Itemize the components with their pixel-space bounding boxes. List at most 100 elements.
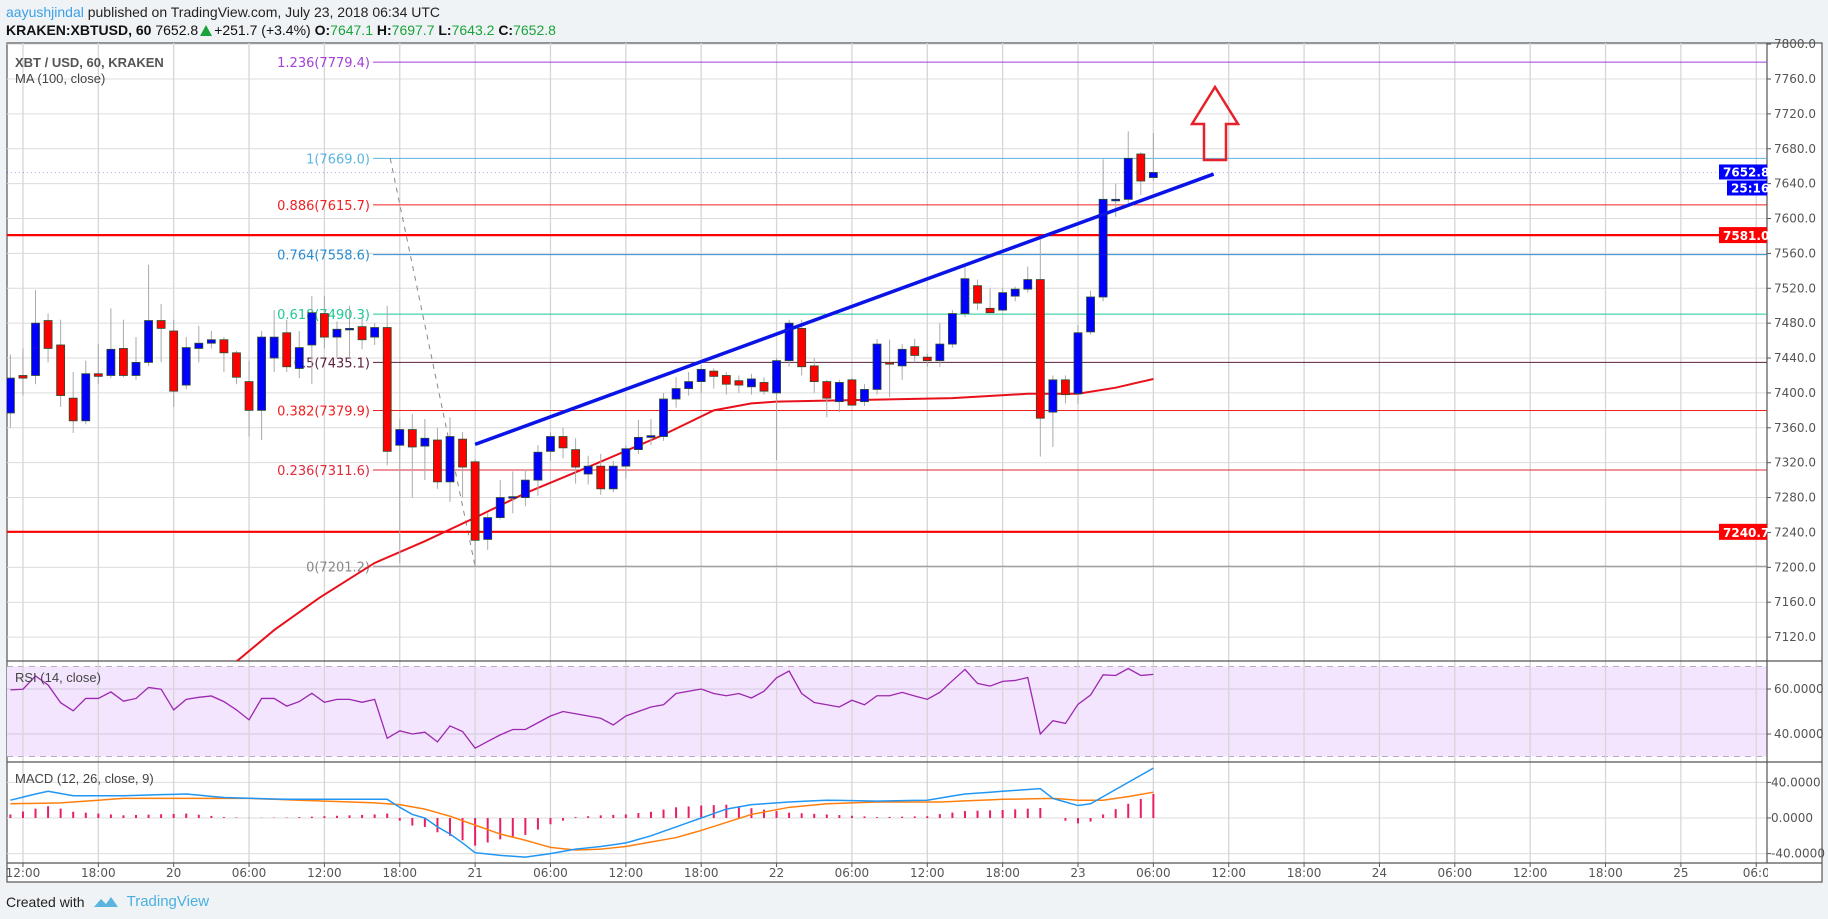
time-axis-label: 18:00 [382,866,417,880]
price-axis-label: 7800.0 [1774,37,1816,51]
fib-level-label: 0.764(7558.6) [277,249,370,264]
candle-down [18,375,28,379]
candle-up [332,328,342,338]
candle-up [294,347,304,369]
macd-legend: MACD (12, 26, close, 9) [15,771,154,786]
candle-up [495,497,505,519]
time-axis-label: 24 [1372,866,1387,880]
candle-up [646,435,656,438]
candle-down [156,320,166,329]
time-axis-label: 12:00 [1513,866,1548,880]
candle-up [860,389,869,403]
candle-up [131,361,141,376]
tradingview-link[interactable]: TradingView [126,893,210,910]
time-axis-label: 25 [1673,866,1688,880]
time-axis-label: 18:00 [1588,866,1623,880]
fib-level-label: 1.236(7779.4) [277,56,370,71]
fib-level-label: 0.236(7311.6) [277,464,370,479]
candle-up [1123,157,1133,200]
price-axis-label: 7280.0 [1774,491,1816,505]
trendline [474,172,1215,447]
candle-up [684,381,694,389]
price-axis-label: 7120.0 [1774,630,1816,644]
time-axis-label: 06:00 [1136,866,1171,880]
low-label: L: [438,22,452,38]
price-axis-label: 7640.0 [1774,177,1816,191]
candle-down [571,449,580,468]
ma-legend: MA (100, close) [15,71,106,86]
candle-down [407,429,417,448]
candle-up [1098,198,1108,298]
current-price-badge [1719,164,1767,180]
candle-up [935,343,945,362]
candle-up [7,377,15,414]
axis-corner [1768,864,1821,881]
high-value: 7697.7 [391,22,435,38]
countdown-label: 25:16 [1731,181,1769,195]
candle-up [634,436,643,450]
candle-down [973,285,982,304]
time-axis-label: 06:00 [533,866,568,880]
close-label: C: [498,22,514,38]
tradingview-logo-icon [93,896,118,907]
candle-down [910,346,920,356]
candle-up [608,465,618,490]
candle-up [483,517,493,540]
price-axis-label: 7240.0 [1774,525,1816,539]
candle-down [68,397,78,422]
price-axis-label: 7160.0 [1774,595,1816,609]
candle-down [721,375,731,385]
candle-down [1061,379,1070,396]
candle-up [395,429,405,446]
candle-down [885,361,894,365]
candle-up [520,479,530,498]
candle-up [696,368,706,382]
high-label: H: [376,22,392,38]
candle-up [31,322,40,376]
author-link[interactable]: aayushjindal [6,4,84,20]
macd-axis-label: 0.0000 [1771,811,1813,825]
candle-up [659,398,668,437]
time-axis-label: 21 [467,866,482,880]
price-level-badge-label: 7240.7 [1723,526,1769,540]
time-axis-label: 06:0 [1743,866,1770,880]
candle-up [872,343,882,390]
open-label: O: [314,22,331,38]
chart-title: XBT / USD, 60, KRAKEN [15,55,164,70]
candle-down [232,352,241,378]
time-axis-label: 06:00 [1438,866,1473,880]
candle-down [847,379,857,406]
candle-down [558,436,568,449]
price-change: +251.7 (+3.4%) [214,22,311,38]
candle-down [433,439,442,483]
candle-down [759,382,769,392]
time-axis-label: 12:00 [609,866,644,880]
candle-up [420,437,430,447]
candle-up [257,336,267,411]
macd-axis-label: 40.0000 [1771,775,1821,789]
time-axis-label: 18:00 [684,866,719,880]
candle-up [1048,379,1058,413]
rsi-line [10,667,1154,750]
low-value: 7643.2 [451,22,495,38]
rsi-legend: RSI (14, close) [15,670,101,685]
candle-up [307,312,317,346]
candle-up [269,336,279,359]
time-axis-label: 18:00 [81,866,116,880]
candle-up [533,451,543,481]
candle-up [1023,279,1033,290]
candle-down [319,313,329,338]
price-level-badge-label: 7581.0 [1723,229,1769,243]
candle-down [470,461,480,541]
candle-up [1073,332,1083,395]
candle-up [948,313,957,345]
candle-down [219,339,229,354]
candle-up [747,378,756,388]
candle-down [282,332,292,368]
price-level-badge [1719,523,1767,540]
candle-up [81,373,91,422]
candle-up [960,278,970,314]
time-axis-label: 06:00 [232,866,267,880]
candle-down [458,438,467,468]
